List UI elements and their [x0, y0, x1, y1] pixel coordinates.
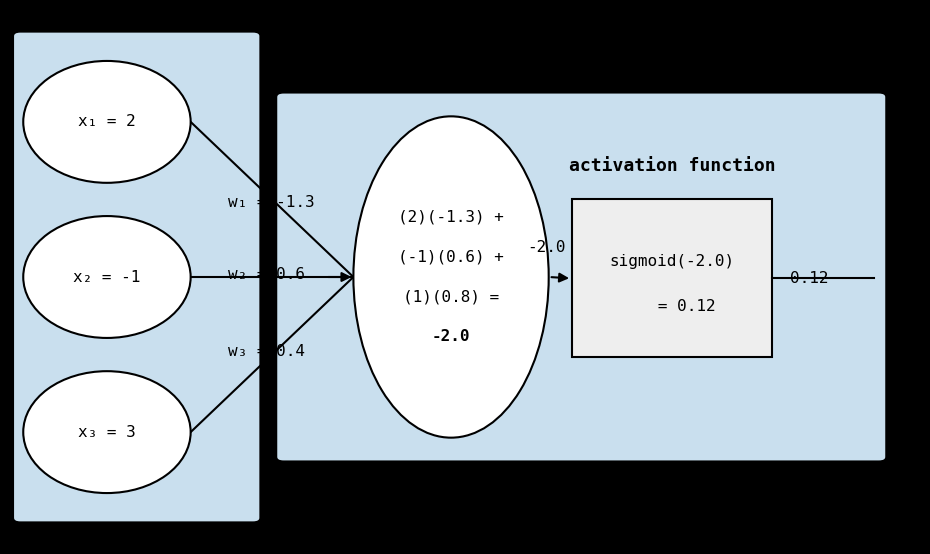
Text: = 0.12: = 0.12 [629, 299, 715, 314]
Text: -2.0: -2.0 [527, 240, 565, 255]
FancyBboxPatch shape [13, 32, 260, 522]
Text: 0.12: 0.12 [790, 271, 829, 286]
FancyBboxPatch shape [572, 199, 772, 357]
Text: x₃ = 3: x₃ = 3 [78, 424, 136, 440]
Ellipse shape [23, 216, 191, 338]
Text: w₃ = 0.4: w₃ = 0.4 [228, 344, 305, 360]
Ellipse shape [23, 61, 191, 183]
Text: (1)(0.8) =: (1)(0.8) = [403, 289, 499, 305]
FancyBboxPatch shape [276, 93, 886, 461]
Text: (-1)(0.6) +: (-1)(0.6) + [398, 249, 504, 265]
Text: (2)(-1.3) +: (2)(-1.3) + [398, 209, 504, 225]
Ellipse shape [23, 371, 191, 493]
Ellipse shape [353, 116, 549, 438]
Text: x₁ = 2: x₁ = 2 [78, 114, 136, 130]
Text: x₂ = -1: x₂ = -1 [73, 269, 140, 285]
Text: w₁ = -1.3: w₁ = -1.3 [228, 194, 314, 210]
Text: w₂ = 0.6: w₂ = 0.6 [228, 266, 305, 282]
Text: activation function: activation function [568, 157, 776, 175]
Text: -2.0: -2.0 [432, 329, 471, 345]
Text: sigmoid(-2.0): sigmoid(-2.0) [609, 254, 735, 269]
